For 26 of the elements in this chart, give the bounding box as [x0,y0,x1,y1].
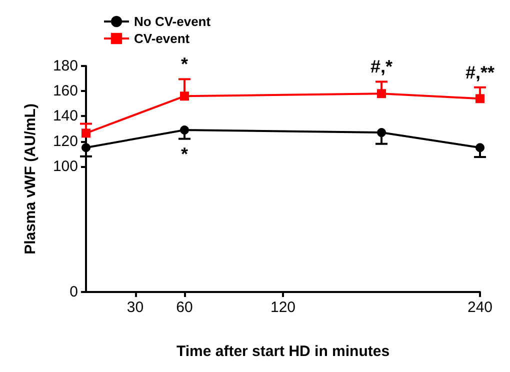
legend-label: CV-event [134,31,190,46]
point [82,128,90,138]
y-tick-label: 120 [52,132,78,150]
annotation: * [180,144,188,164]
y-tick-label: 0 [70,284,78,300]
point [476,143,484,152]
y-tick-label: 160 [52,82,78,100]
point [180,126,189,135]
annotation: #,* [370,56,393,77]
annotation: * [180,54,188,74]
point [377,89,386,98]
y-tick-label: 140 [52,108,78,125]
y-tick-label: 100 [52,158,78,175]
y-tick-label: 180 [52,58,78,74]
x-tick-label: 120 [270,299,296,316]
x-tick-label: 60 [176,299,193,316]
point [476,94,484,104]
point [377,128,386,138]
x-axis-title: Time after start HD in minutes [176,343,390,360]
y-axis-title: Plasma vWF (AU/mL) [22,104,39,254]
point [180,92,189,101]
x-tick-label: 240 [467,299,493,316]
point [82,143,90,152]
legend-label: No CV-event [134,14,212,29]
annotation: #,** [465,62,495,82]
x-tick-label: 30 [126,299,144,316]
